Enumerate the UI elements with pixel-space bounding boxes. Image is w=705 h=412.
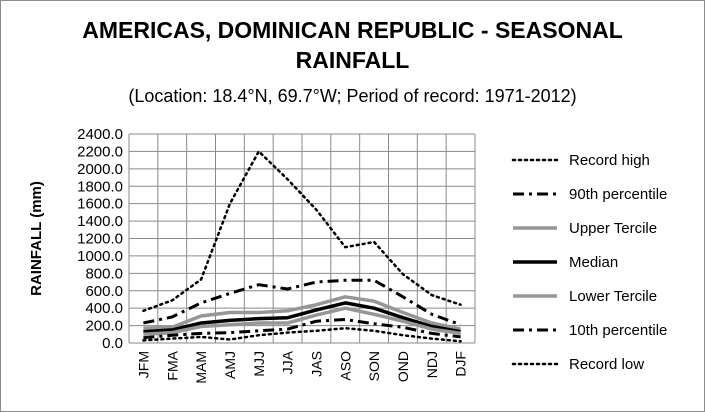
series-line (143, 295, 461, 331)
y-tick-label: 2200.0 (77, 143, 123, 160)
x-tick-label: JAS (308, 351, 324, 377)
y-tick-label: 2400.0 (77, 126, 123, 143)
legend-label: Record high (569, 152, 650, 169)
legend-label: 10th percentile (569, 322, 667, 339)
legend-label: Median (569, 254, 618, 271)
x-tick-label: OND (395, 351, 411, 382)
x-tick-label: SON (366, 351, 382, 381)
x-tick-label: FMA (164, 350, 180, 380)
y-tick-label: 800.0 (85, 265, 123, 282)
x-tick-label: JFM (135, 351, 151, 378)
y-tick-label: 1200.0 (77, 231, 123, 248)
x-tick-label: JJA (280, 350, 296, 374)
y-tick-label: 1000.0 (77, 248, 123, 265)
y-tick-label: 1400.0 (77, 213, 123, 230)
series-line (142, 326, 462, 343)
series-line (143, 306, 461, 337)
x-tick-label: MAM (193, 351, 209, 384)
y-tick-label: 600.0 (85, 283, 123, 300)
legend-label: Lower Tercile (569, 288, 657, 305)
legend-label: 90th percentile (569, 186, 667, 203)
chart-title-line-2: RAINFALL (295, 47, 410, 73)
y-tick-label: 200.0 (85, 318, 123, 335)
x-tick-label: NDJ (424, 351, 440, 378)
y-tick-label: 1600.0 (77, 196, 123, 213)
series-line (143, 278, 462, 327)
y-tick-label: 2000.0 (77, 161, 123, 178)
y-tick-label: 0.0 (102, 335, 123, 352)
y-tick-label: 1800.0 (77, 178, 123, 195)
chart-title-line-1: AMERICAS, DOMINICAN REPUBLIC - SEASONAL (82, 17, 623, 43)
series-line (143, 301, 461, 334)
y-tick-label: 400.0 (85, 300, 123, 317)
series-line (143, 318, 461, 340)
chart-subtitle: (Location: 18.4°N, 69.7°W; Period of rec… (128, 86, 577, 106)
series-line (142, 150, 462, 313)
x-tick-label: ASO (337, 351, 353, 381)
x-tick-label: AMJ (222, 351, 238, 379)
legend-label: Upper Tercile (569, 220, 657, 237)
chart-title: AMERICAS, DOMINICAN REPUBLIC - SEASONAL … (1, 15, 704, 75)
legend-label: Record low (569, 356, 644, 373)
x-tick-label: DJF (453, 351, 469, 377)
x-tick-label: MJJ (251, 351, 267, 377)
y-axis-label: RAINFALL (mm) (28, 181, 45, 296)
